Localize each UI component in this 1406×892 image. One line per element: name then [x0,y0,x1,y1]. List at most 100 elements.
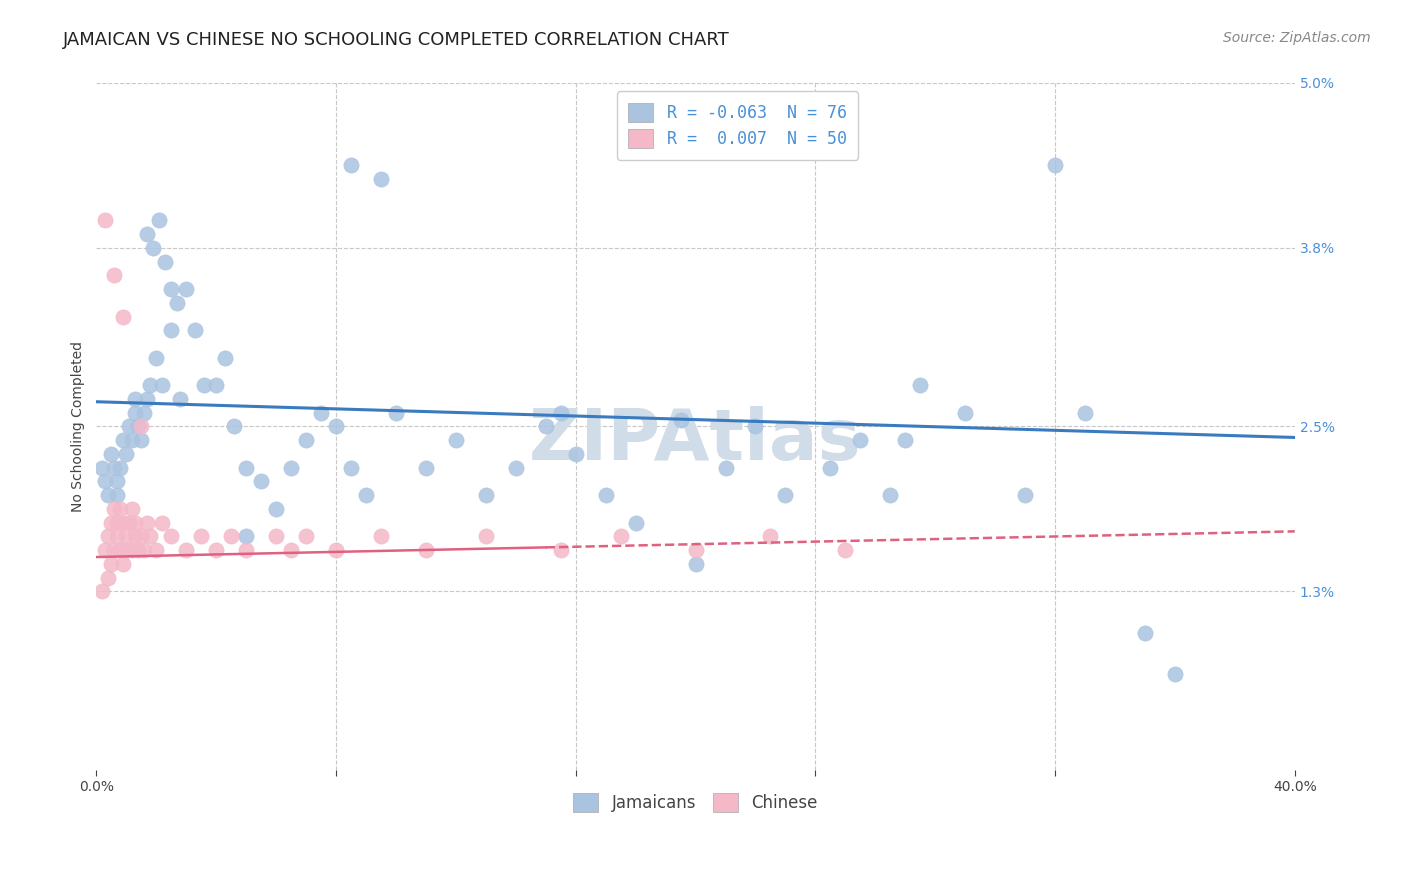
Point [235,460,257,475]
Legend: Jamaicans, Chinese: Jamaicans, Chinese [562,780,830,823]
Point [105,529,128,543]
Point [115,543,138,558]
Point [190,529,212,543]
Point [685,557,707,571]
Point [953,406,976,420]
Point [219,529,242,543]
Point [759,529,782,543]
Point [834,543,856,558]
Point [160,323,183,337]
Point [150,378,173,392]
Point [134,406,156,420]
Point [415,460,437,475]
Point [94,543,117,558]
Point [250,475,273,489]
Point [714,460,737,475]
Point [624,516,647,530]
Point [834,131,856,145]
Point [97,529,120,543]
Point [894,434,917,448]
Point [205,543,228,558]
Point [91,460,114,475]
Point [94,475,117,489]
Point [295,529,318,543]
Point [1164,666,1187,681]
Point [127,543,149,558]
Point [155,254,177,268]
Point [534,419,557,434]
Point [910,378,932,392]
Point [134,543,156,558]
Point [124,516,146,530]
Point [820,460,842,475]
Point [118,419,141,434]
Point [564,447,586,461]
Point [280,460,302,475]
Point [115,447,138,461]
Point [325,543,347,558]
Point [1133,625,1156,640]
Point [415,543,437,558]
Point [103,460,125,475]
Point [1014,488,1036,502]
Point [264,502,287,516]
Point [145,543,167,558]
Point [121,434,143,448]
Y-axis label: No Schooling Completed: No Schooling Completed [72,341,86,512]
Point [1043,158,1066,172]
Point [174,543,197,558]
Point [110,543,132,558]
Point [105,488,128,502]
Point [124,392,146,406]
Point [550,406,572,420]
Point [184,323,207,337]
Point [150,516,173,530]
Point [340,460,363,475]
Point [193,378,215,392]
Point [595,488,617,502]
Point [110,502,132,516]
Text: Source: ZipAtlas.com: Source: ZipAtlas.com [1223,31,1371,45]
Point [97,488,120,502]
Point [264,529,287,543]
Point [475,529,498,543]
Point [105,475,128,489]
Point [127,419,149,434]
Point [124,529,146,543]
Point [97,571,120,585]
Point [295,434,318,448]
Point [100,557,122,571]
Point [166,295,188,310]
Point [849,434,872,448]
Point [879,488,901,502]
Point [105,516,128,530]
Point [744,419,766,434]
Point [174,282,197,296]
Point [609,529,631,543]
Point [475,488,498,502]
Point [112,516,135,530]
Point [145,351,167,365]
Point [340,158,363,172]
Point [94,213,117,227]
Point [139,529,162,543]
Point [136,227,159,241]
Point [129,434,152,448]
Point [129,419,152,434]
Point [112,310,135,324]
Point [136,516,159,530]
Point [309,406,332,420]
Point [669,103,692,118]
Point [115,529,138,543]
Point [775,488,797,502]
Point [325,419,347,434]
Point [685,543,707,558]
Point [214,351,236,365]
Point [550,543,572,558]
Point [385,406,408,420]
Point [444,434,467,448]
Point [624,131,647,145]
Point [160,282,183,296]
Point [224,419,246,434]
Point [1074,406,1097,420]
